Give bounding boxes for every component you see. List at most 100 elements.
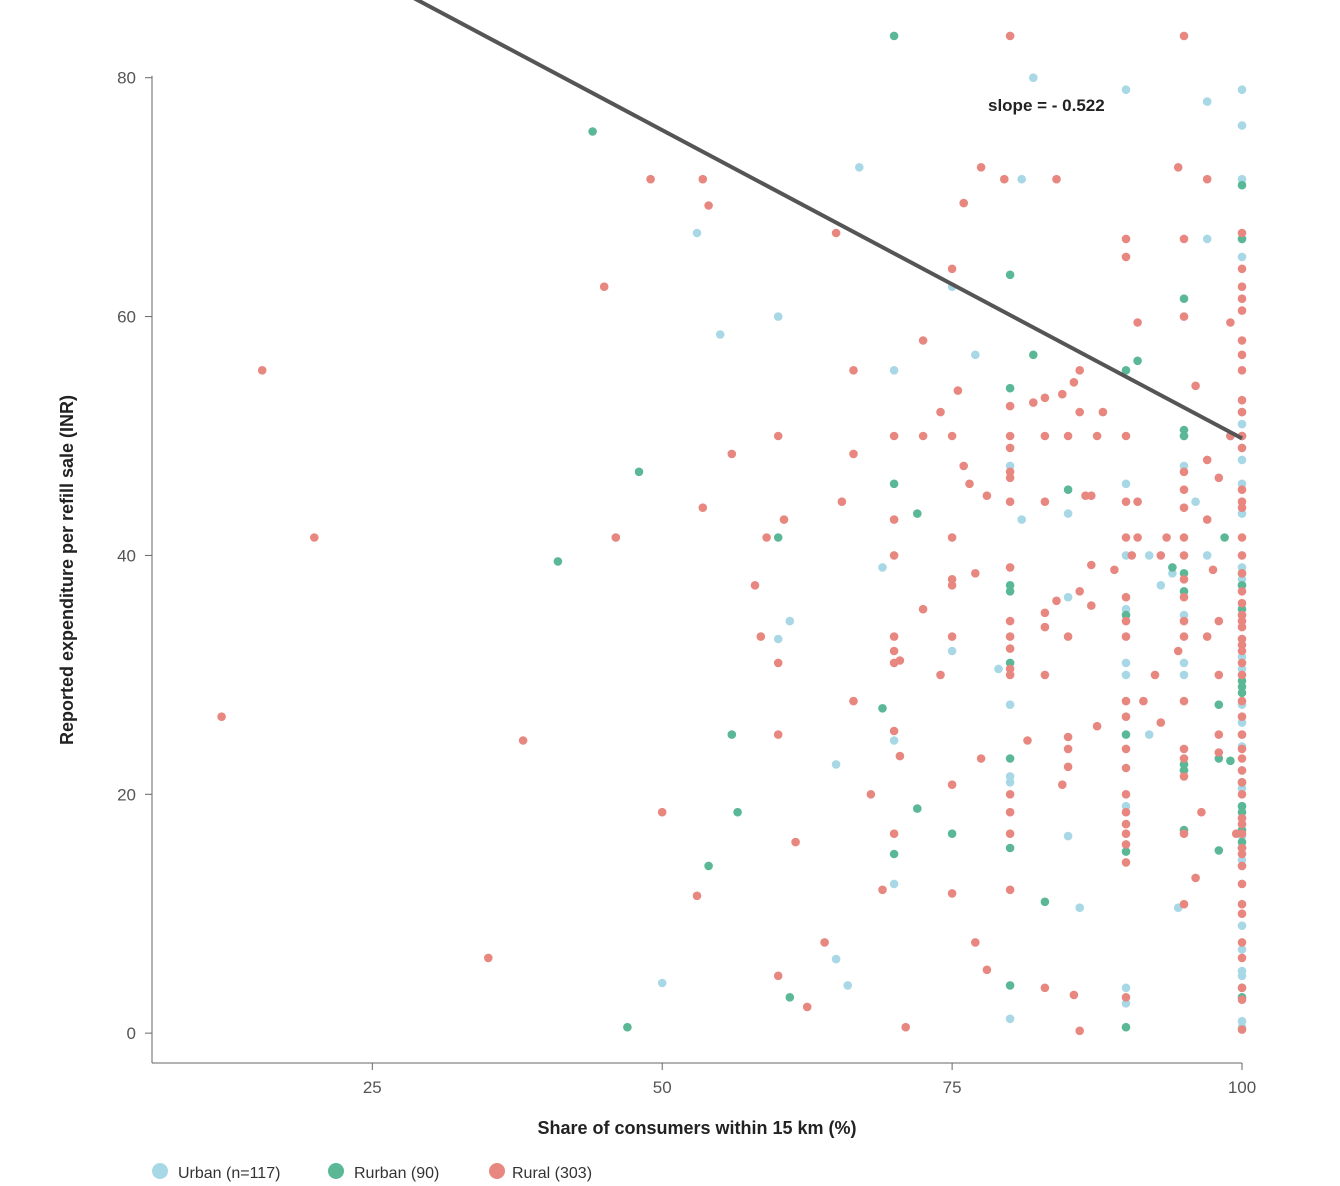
data-point <box>889 431 899 441</box>
data-point <box>1237 336 1247 345</box>
data-point <box>1121 610 1131 620</box>
data-point <box>820 938 829 947</box>
data-point <box>1005 497 1015 507</box>
data-point <box>1040 393 1050 403</box>
legend-item-urban: Urban (n=117) <box>152 1163 280 1182</box>
data-point <box>1098 407 1108 417</box>
data-point <box>1005 981 1015 990</box>
data-point <box>1179 592 1189 602</box>
data-point <box>1127 551 1137 560</box>
data-point <box>1237 443 1247 453</box>
data-point <box>762 533 771 542</box>
data-point <box>1063 509 1073 518</box>
data-point <box>1005 772 1015 781</box>
legend: Urban (n=117) Rurban (90) Rural (303) <box>152 1163 592 1182</box>
data-point <box>1121 993 1131 1002</box>
data-point <box>1237 784 1247 793</box>
data-point <box>1208 565 1218 575</box>
data-point <box>1005 754 1015 763</box>
data-point <box>773 634 783 644</box>
data-point <box>1005 885 1015 895</box>
data-point <box>1237 646 1247 656</box>
data-point <box>1237 234 1247 244</box>
data-point <box>878 885 887 895</box>
data-point <box>982 491 992 501</box>
data-point <box>727 730 737 739</box>
data-point <box>1075 1026 1084 1036</box>
data-point <box>866 790 876 799</box>
data-point <box>1237 479 1247 489</box>
data-point <box>1226 756 1235 766</box>
data-point <box>1237 807 1247 817</box>
data-point <box>1162 533 1171 542</box>
data-point <box>1214 846 1224 855</box>
data-point <box>773 533 783 542</box>
data-point <box>1179 899 1189 909</box>
data-point <box>889 726 899 736</box>
data-point <box>1237 921 1247 930</box>
data-point <box>901 1022 910 1032</box>
data-point <box>1237 622 1247 632</box>
data-point <box>1121 829 1131 838</box>
data-point <box>1179 744 1189 754</box>
data-point <box>1179 658 1189 668</box>
data-point <box>1237 790 1247 799</box>
data-point <box>1237 509 1247 518</box>
data-point <box>1237 581 1247 590</box>
data-point <box>1005 401 1015 411</box>
data-point <box>947 646 957 656</box>
data-point <box>1237 730 1247 739</box>
data-point <box>1179 467 1189 477</box>
trend-line <box>413 0 1243 441</box>
data-point <box>1121 592 1131 602</box>
data-point <box>1214 700 1224 709</box>
x-tick-label: 25 <box>363 1078 382 1097</box>
data-point <box>646 174 655 184</box>
legend-swatch-urban <box>152 1163 168 1179</box>
data-point <box>947 533 957 542</box>
data-point <box>1237 366 1247 375</box>
data-point <box>947 780 957 789</box>
data-point <box>1063 431 1073 441</box>
data-point <box>947 581 957 590</box>
data-point <box>1029 73 1038 82</box>
data-point <box>1144 730 1154 739</box>
data-point <box>1063 485 1073 495</box>
data-point <box>1029 398 1038 407</box>
legend-label-rurban: Rurban (90) <box>354 1165 439 1182</box>
data-point <box>889 829 899 838</box>
data-point <box>1179 754 1189 763</box>
data-point <box>1121 801 1131 811</box>
x-tick-label: 50 <box>653 1078 672 1097</box>
data-point <box>1005 31 1015 41</box>
data-point <box>1237 670 1247 680</box>
data-point <box>484 953 493 963</box>
data-point <box>1237 503 1247 512</box>
data-point <box>1017 174 1026 184</box>
data-point <box>1214 670 1224 680</box>
data-point <box>1005 632 1015 641</box>
data-point <box>1005 270 1015 280</box>
data-point <box>1121 840 1131 849</box>
data-point <box>1005 790 1015 799</box>
data-point <box>831 760 841 769</box>
data-point <box>1202 455 1212 465</box>
data-point <box>657 978 667 988</box>
data-point <box>1087 560 1096 570</box>
data-point <box>1237 587 1247 596</box>
data-point <box>1179 425 1189 435</box>
data-point <box>257 366 267 375</box>
data-point <box>1179 461 1189 471</box>
data-point <box>1237 294 1247 304</box>
data-point <box>1237 264 1247 274</box>
data-point <box>1133 356 1142 366</box>
y-tick-label: 80 <box>117 69 136 88</box>
data-point <box>1121 696 1131 706</box>
data-point <box>1156 718 1166 727</box>
data-point <box>1237 879 1247 889</box>
data-point <box>1063 831 1073 841</box>
data-point <box>1202 551 1212 560</box>
data-point <box>1156 581 1166 590</box>
data-point <box>1237 575 1247 584</box>
y-ticks: 0 20 40 60 80 <box>117 69 152 1043</box>
